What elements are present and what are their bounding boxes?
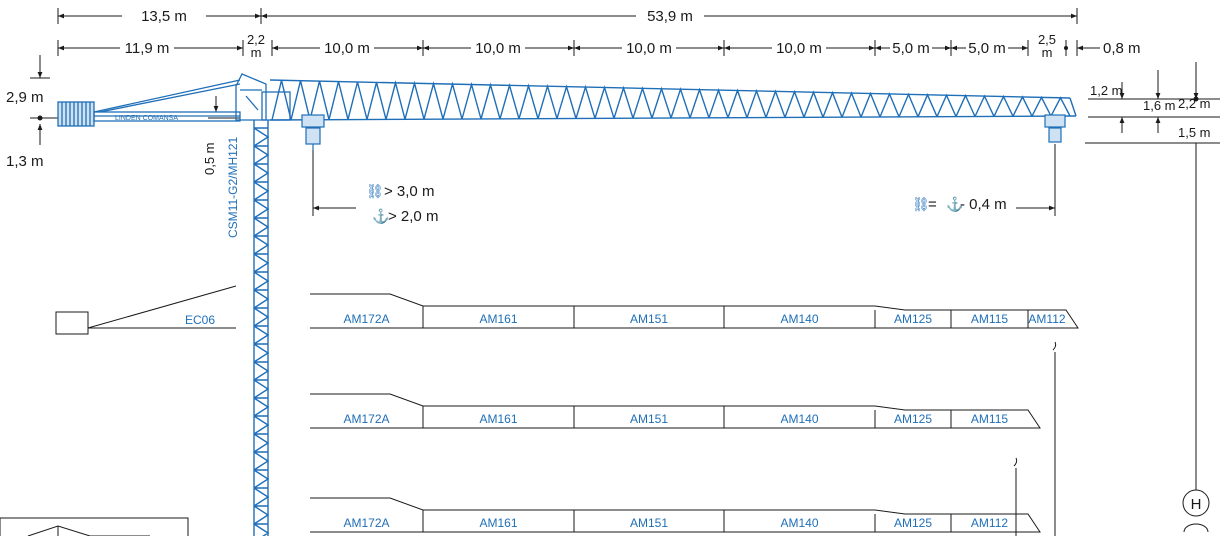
jib-section-label: AM140 — [780, 516, 818, 530]
jib-section-dim-4: 10,0 m — [776, 40, 822, 57]
jib-section-label: AM161 — [479, 412, 517, 426]
jib-section-dim-1: 10,0 m — [324, 40, 370, 57]
counter-jib-total-dim: 13,5 m — [141, 8, 187, 25]
trolley-outer — [1044, 114, 1066, 143]
jib-section-dim-6: 5,0 m — [968, 40, 1006, 57]
tip-point-marker — [1064, 46, 1068, 50]
jib-section-label: AM161 — [479, 516, 517, 530]
mast-head-dim-unit: m — [251, 45, 262, 60]
height-marker: H — [1182, 489, 1210, 533]
jib-section-label: AM115 — [971, 312, 1008, 326]
jib-section-label: AM151 — [630, 412, 668, 426]
jib-section-label: AM115 — [971, 412, 1008, 426]
height-below-dim: 1,3 m — [6, 153, 44, 170]
mast-head-dim-value: 2,2 — [247, 32, 265, 47]
config-hook-lines — [1013, 341, 1057, 536]
jib-section-label: AM125 — [894, 516, 932, 530]
jib-section-label: AM125 — [894, 412, 932, 426]
mast-type-label: CSM11-G2/MH121 — [226, 137, 240, 238]
trolley-inner — [301, 114, 325, 150]
min-radius-double: > 3,0 m — [384, 183, 434, 200]
left-height-dims — [30, 55, 240, 145]
jib-config-outline — [310, 293, 1079, 329]
tip-rule-eq: = — [928, 196, 937, 213]
counter-jib-config-label: EC06 — [185, 313, 215, 327]
jib-section-label: AM112 — [971, 516, 1008, 530]
counter-jib-pivot-marker — [37, 115, 43, 121]
height-above-dim: 2,9 m — [6, 89, 44, 106]
jib-section-label: AM172A — [343, 412, 389, 426]
jib-config-outline — [310, 497, 1041, 533]
right-dim-2: 1,6 m — [1143, 98, 1176, 113]
jib-total-dim: 53,9 m — [647, 8, 693, 25]
crane-brand-plate: LINDEN COMANSA — [115, 115, 178, 122]
jib-section-label: AM172A — [343, 312, 389, 326]
jib-section-label: AM151 — [630, 312, 668, 326]
hook-single-icon-tip: ⚓ — [946, 196, 963, 213]
right-dim-3: 2,2 m — [1178, 96, 1211, 111]
jib-section-label: AM161 — [479, 312, 517, 326]
jib-section-label: AM172A — [343, 516, 389, 530]
hook-double-icon: ⛓ — [366, 183, 384, 199]
counter-jib-config — [55, 285, 237, 335]
right-dim-1: 1,2 m — [1090, 83, 1123, 98]
jib-section-dim-3: 10,0 m — [626, 40, 672, 57]
trolley-notes — [312, 144, 1056, 216]
tip-rule-value: - 0,4 m — [960, 196, 1007, 213]
counter-jib — [57, 79, 241, 127]
tip-offset-dim: 0,8 m — [1103, 40, 1141, 57]
jib-section-dim-2: 10,0 m — [475, 40, 521, 57]
jib-section-label: AM151 — [630, 516, 668, 530]
jib-config-outline — [310, 393, 1041, 429]
jib-configurations: AM172A AM161 AM151 AM140 AM125 AM115 AM112 AM17… — [310, 293, 1079, 533]
hook-single-icon: ⚓ — [372, 208, 389, 225]
jib-section-label: AM125 — [894, 312, 932, 326]
right-pivot-marker — [1193, 96, 1199, 102]
crane-mast — [253, 120, 270, 536]
jib-tip-dim-unit: m — [1042, 45, 1053, 60]
svg-text:H: H — [1191, 496, 1202, 513]
jib-section-label: AM112 — [1028, 312, 1065, 326]
offset-small-dim: 0,5 m — [202, 142, 217, 175]
right-dim-4: 1,5 m — [1178, 125, 1211, 140]
legend-box — [0, 517, 189, 536]
jib-section-dim-5: 5,0 m — [892, 40, 930, 57]
jib-tip-dim-value: 2,5 — [1038, 32, 1056, 47]
main-jib — [269, 79, 1077, 121]
jib-section-label: AM140 — [780, 412, 818, 426]
second-dimension-row — [57, 40, 1100, 56]
min-radius-single: > 2,0 m — [388, 208, 438, 225]
hook-double-icon-tip: ⛓ — [912, 196, 930, 212]
top-dimension-row — [57, 8, 1078, 24]
counter-jib-dim: 11,9 m — [125, 40, 170, 57]
jib-section-label: AM140 — [780, 312, 818, 326]
right-height-dims — [1085, 62, 1220, 490]
